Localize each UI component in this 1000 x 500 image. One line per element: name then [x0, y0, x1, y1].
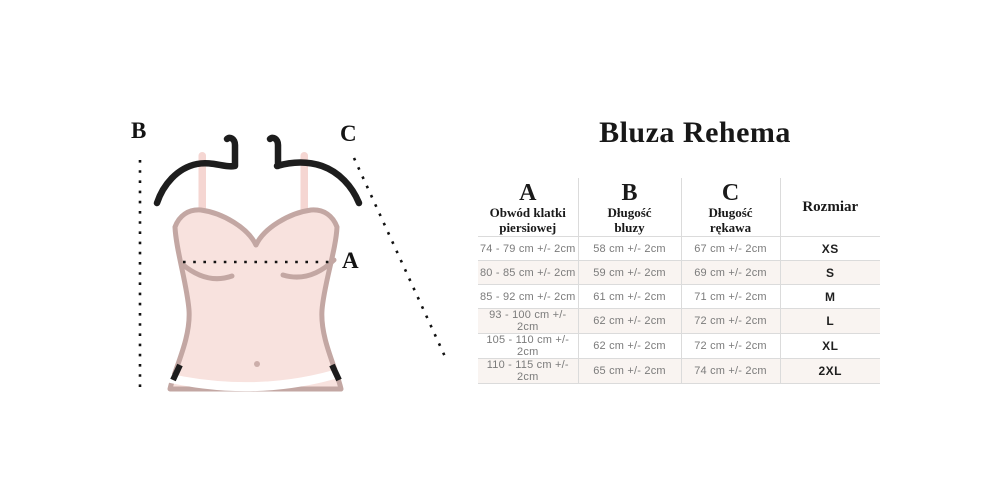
cell-chest: 80 - 85 cm +/- 2cm [478, 260, 579, 285]
shoulder-hook-left-icon [153, 134, 239, 207]
belly-button [254, 361, 260, 367]
shoulder-hook-right-icon [266, 134, 363, 207]
strap-left [198, 152, 206, 216]
col-sub-length-1: Długość [607, 205, 652, 220]
table-row: 93 - 100 cm +/- 2cm 62 cm +/- 2cm 72 cm … [478, 308, 880, 334]
col-header-length: B Długość bluzy [578, 178, 682, 237]
cell-size: L [780, 308, 880, 334]
cell-length: 59 cm +/- 2cm [578, 260, 682, 285]
cell-size: XL [780, 333, 880, 359]
cell-size: M [780, 284, 880, 309]
cell-sleeve: 72 cm +/- 2cm [681, 333, 781, 359]
cell-sleeve: 69 cm +/- 2cm [681, 260, 781, 285]
strap-right [300, 152, 308, 216]
col-letter-a: A [519, 180, 537, 206]
measure-label-a: A [342, 248, 359, 273]
col-label-size: Rozmiar [802, 199, 859, 215]
table-row: 110 - 115 cm +/- 2cm 65 cm +/- 2cm 74 cm… [478, 358, 880, 384]
cell-length: 61 cm +/- 2cm [578, 284, 682, 309]
cell-chest: 93 - 100 cm +/- 2cm [478, 308, 579, 334]
col-header-chest: A Obwód klatki piersiowej [478, 178, 579, 237]
table-row: 105 - 110 cm +/- 2cm 62 cm +/- 2cm 72 cm… [478, 333, 880, 359]
garment-measurement-diagram: B C A [120, 100, 470, 410]
cell-length: 62 cm +/- 2cm [578, 308, 682, 334]
hem-band [162, 366, 348, 392]
underbust-seam-right [280, 257, 337, 280]
table-row: 85 - 92 cm +/- 2cm 61 cm +/- 2cm 71 cm +… [478, 284, 880, 309]
cell-size: S [780, 260, 880, 285]
cell-length: 62 cm +/- 2cm [578, 333, 682, 359]
cell-chest: 74 - 79 cm +/- 2cm [478, 236, 579, 261]
col-sub-chest-1: Obwód klatki [489, 205, 566, 220]
cell-length: 58 cm +/- 2cm [578, 236, 682, 261]
col-sub-length-2: bluzy [614, 220, 645, 235]
camisole-diagram-svg: B C A [131, 118, 449, 392]
col-sub-sleeve-1: Długość [708, 205, 753, 220]
cell-chest: 105 - 110 cm +/- 2cm [478, 333, 579, 359]
cell-sleeve: 72 cm +/- 2cm [681, 308, 781, 334]
underbust-seam-left [179, 261, 235, 282]
col-sub-sleeve-2: rękawa [709, 220, 752, 235]
table-header-row: A Obwód klatki piersiowej B Długość bluz… [478, 178, 880, 237]
cell-sleeve: 67 cm +/- 2cm [681, 236, 781, 261]
col-letter-b: B [621, 180, 638, 206]
col-sub-chest-2: piersiowej [499, 220, 557, 235]
col-letter-c: C [721, 180, 740, 206]
measure-line-c [352, 157, 449, 362]
cell-sleeve: 71 cm +/- 2cm [681, 284, 781, 309]
page-title: Bluza Rehema [599, 116, 791, 149]
cell-chest: 85 - 92 cm +/- 2cm [478, 284, 579, 309]
measure-label-b: B [131, 118, 146, 143]
cell-size: 2XL [780, 358, 880, 384]
table-row: 74 - 79 cm +/- 2cm 58 cm +/- 2cm 67 cm +… [478, 236, 880, 261]
cell-chest: 110 - 115 cm +/- 2cm [478, 358, 579, 384]
hem-mark-right [329, 363, 342, 382]
col-header-size: Rozmiar [780, 178, 880, 237]
hem-mark-left [170, 363, 183, 382]
col-header-sleeve: C Długość rękawa [681, 178, 781, 237]
cell-size: XS [780, 236, 880, 261]
table-row: 80 - 85 cm +/- 2cm 59 cm +/- 2cm 69 cm +… [478, 260, 880, 285]
camisole-body [167, 207, 344, 392]
cell-sleeve: 74 cm +/- 2cm [681, 358, 781, 384]
size-table: A Obwód klatki piersiowej B Długość bluz… [478, 178, 880, 384]
measure-label-c: C [340, 121, 357, 146]
cell-length: 65 cm +/- 2cm [578, 358, 682, 384]
